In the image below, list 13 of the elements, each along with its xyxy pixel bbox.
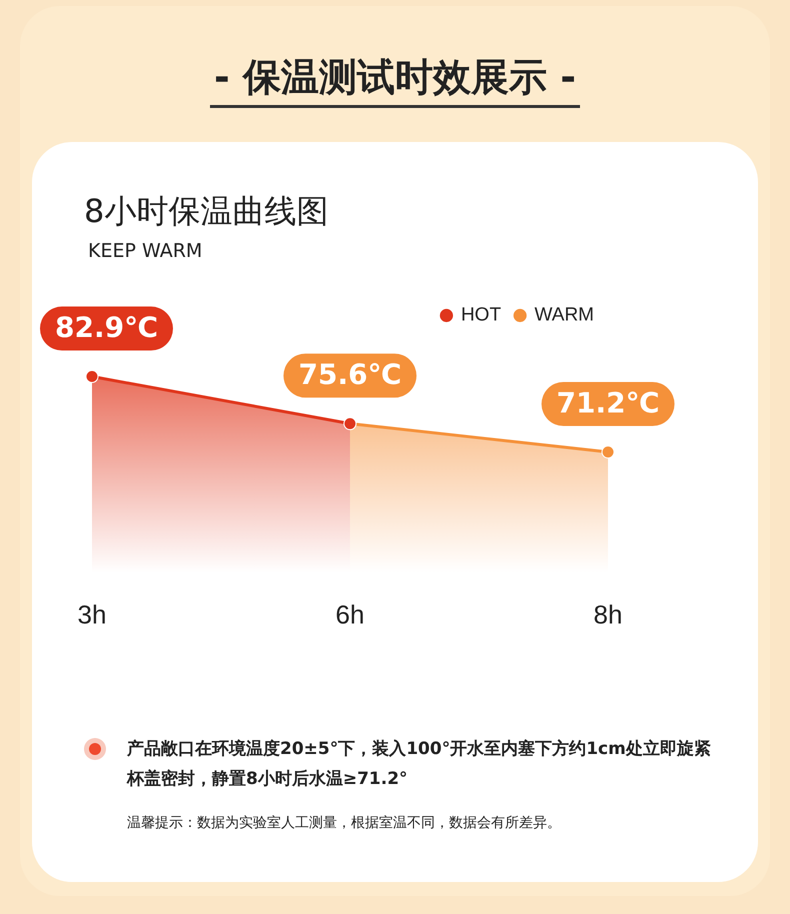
chart-title: 8小时保温曲线图 bbox=[84, 191, 328, 232]
data-label: 82.9℃ bbox=[54, 310, 158, 344]
chart-subtitle: KEEP WARM bbox=[88, 240, 202, 262]
x-tick-label: 6h bbox=[336, 600, 364, 630]
annotation: 温馨提示：数据为实验室人工测量，根据室温不同，数据会有所差异。 bbox=[127, 814, 561, 832]
legend-label: HOT bbox=[460, 304, 502, 326]
data-label: 75.6℃ bbox=[298, 358, 402, 391]
x-tick-label: 8h bbox=[594, 600, 622, 630]
x-tick-label: 3h bbox=[78, 600, 106, 630]
data-label: 71.2℃ bbox=[556, 386, 660, 420]
annotation: 产品敞口在环境温度20±5°下，装入100°开水至内塞下方约1cm处立即旋紧杯盖密封，静置8小时后水温≥71.2° bbox=[127, 738, 712, 791]
text: - 保温测试时效展示 - bbox=[210, 55, 580, 108]
legend-label: WARM bbox=[534, 304, 594, 326]
